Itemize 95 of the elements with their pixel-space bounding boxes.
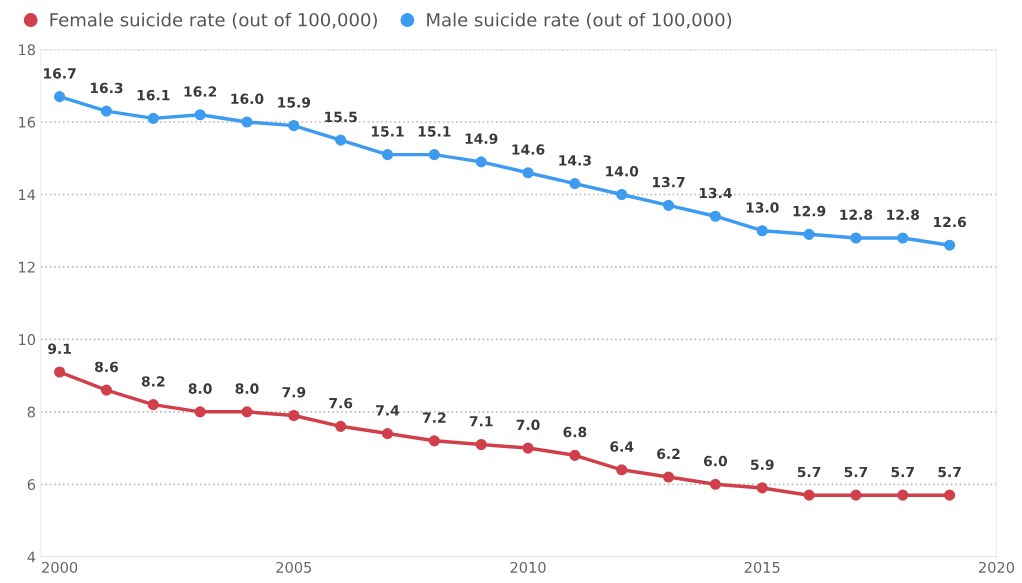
y-tick-label: 18 <box>19 44 36 56</box>
y-tick-label: 12 <box>19 261 35 273</box>
point <box>663 199 675 211</box>
point <box>54 91 66 103</box>
point <box>54 366 66 378</box>
data-label: 12.8 <box>840 209 873 220</box>
data-label: 12.8 <box>887 209 920 220</box>
data-label: 15.1 <box>371 126 404 137</box>
data-label: 15.5 <box>325 111 357 123</box>
point <box>522 167 534 179</box>
point <box>335 134 347 146</box>
data-label: 5.7 <box>938 466 961 478</box>
point <box>241 406 253 418</box>
data-label: 15.1 <box>418 126 451 137</box>
data-label: 8.0 <box>188 383 212 394</box>
point <box>709 210 721 222</box>
point <box>428 435 440 447</box>
data-label: 13.4 <box>699 187 732 199</box>
point <box>803 489 815 501</box>
data-label: 16.1 <box>137 89 170 101</box>
point <box>850 232 862 244</box>
x-tick-label: 2020 <box>978 561 1015 573</box>
data-label: 16.2 <box>184 86 217 97</box>
point <box>381 149 394 161</box>
point <box>616 188 628 201</box>
y-tick-label: 6 <box>27 479 36 491</box>
data-label: 7.1 <box>469 416 493 427</box>
point <box>897 232 909 244</box>
data-label: 6.4 <box>610 441 634 452</box>
point <box>288 409 300 422</box>
data-label: 16.3 <box>90 82 123 94</box>
data-label: 6.8 <box>563 426 587 438</box>
point <box>194 406 206 418</box>
y-tick-label: 14 <box>19 189 36 201</box>
data-label: 12.9 <box>793 205 826 217</box>
point <box>100 384 113 396</box>
data-label: 5.9 <box>751 459 774 470</box>
y-tick-label: 10 <box>19 334 36 346</box>
data-label: 8.6 <box>95 361 119 373</box>
data-label: 12.6 <box>934 216 966 228</box>
data-label: 7.4 <box>376 405 400 416</box>
data-label: 7.0 <box>516 419 540 431</box>
data-label: 7.9 <box>282 387 306 398</box>
point <box>616 464 628 476</box>
y-tick-label: 16 <box>19 116 36 128</box>
data-label: 8.2 <box>141 376 165 387</box>
point <box>288 120 300 132</box>
point <box>944 489 956 501</box>
x-tick-label: 2010 <box>510 561 546 573</box>
data-label: 5.7 <box>891 466 914 478</box>
data-label: 8.0 <box>235 383 259 394</box>
data-label: 13.7 <box>652 176 685 188</box>
point <box>663 471 675 483</box>
y-tick-label: 8 <box>27 406 36 418</box>
point <box>194 109 206 121</box>
point <box>569 449 581 461</box>
data-label: 14.9 <box>465 133 498 144</box>
point <box>147 399 159 411</box>
data-label: 15.9 <box>278 97 311 108</box>
point <box>147 112 159 124</box>
data-label: 14.0 <box>606 166 639 177</box>
data-label: 7.2 <box>422 412 446 423</box>
point <box>475 438 487 451</box>
point <box>522 442 534 454</box>
y-tick-label: 4 <box>27 551 36 563</box>
point <box>850 489 862 501</box>
point <box>756 225 768 237</box>
data-label: 16.0 <box>231 93 264 105</box>
data-label: 9.1 <box>48 343 71 355</box>
x-tick-label: 2000 <box>42 561 78 573</box>
point <box>897 489 909 501</box>
point <box>428 149 440 161</box>
data-label: 16.7 <box>44 68 76 79</box>
legend-label: Female suicide rate (out of 100,000) <box>50 12 377 29</box>
point <box>241 116 253 128</box>
point <box>100 105 113 117</box>
x-tick-label: 2015 <box>744 561 780 573</box>
data-label: 5.7 <box>797 466 821 478</box>
legend-label: Male suicide rate (out of 100,000) <box>427 12 732 29</box>
point <box>569 178 581 190</box>
data-label: 14.6 <box>512 144 545 155</box>
point <box>709 478 721 490</box>
data-label: 6.0 <box>703 455 728 467</box>
point <box>381 428 394 440</box>
data-label: 13.0 <box>746 202 779 213</box>
point <box>335 420 347 432</box>
data-label: 5.7 <box>844 466 868 478</box>
point <box>944 239 956 251</box>
data-label: 14.3 <box>559 155 591 166</box>
x-tick-label: 2005 <box>276 561 312 573</box>
point <box>475 156 487 168</box>
point <box>756 482 768 494</box>
data-label: 6.2 <box>657 448 680 460</box>
data-label: 7.6 <box>329 397 353 409</box>
point <box>803 228 815 240</box>
